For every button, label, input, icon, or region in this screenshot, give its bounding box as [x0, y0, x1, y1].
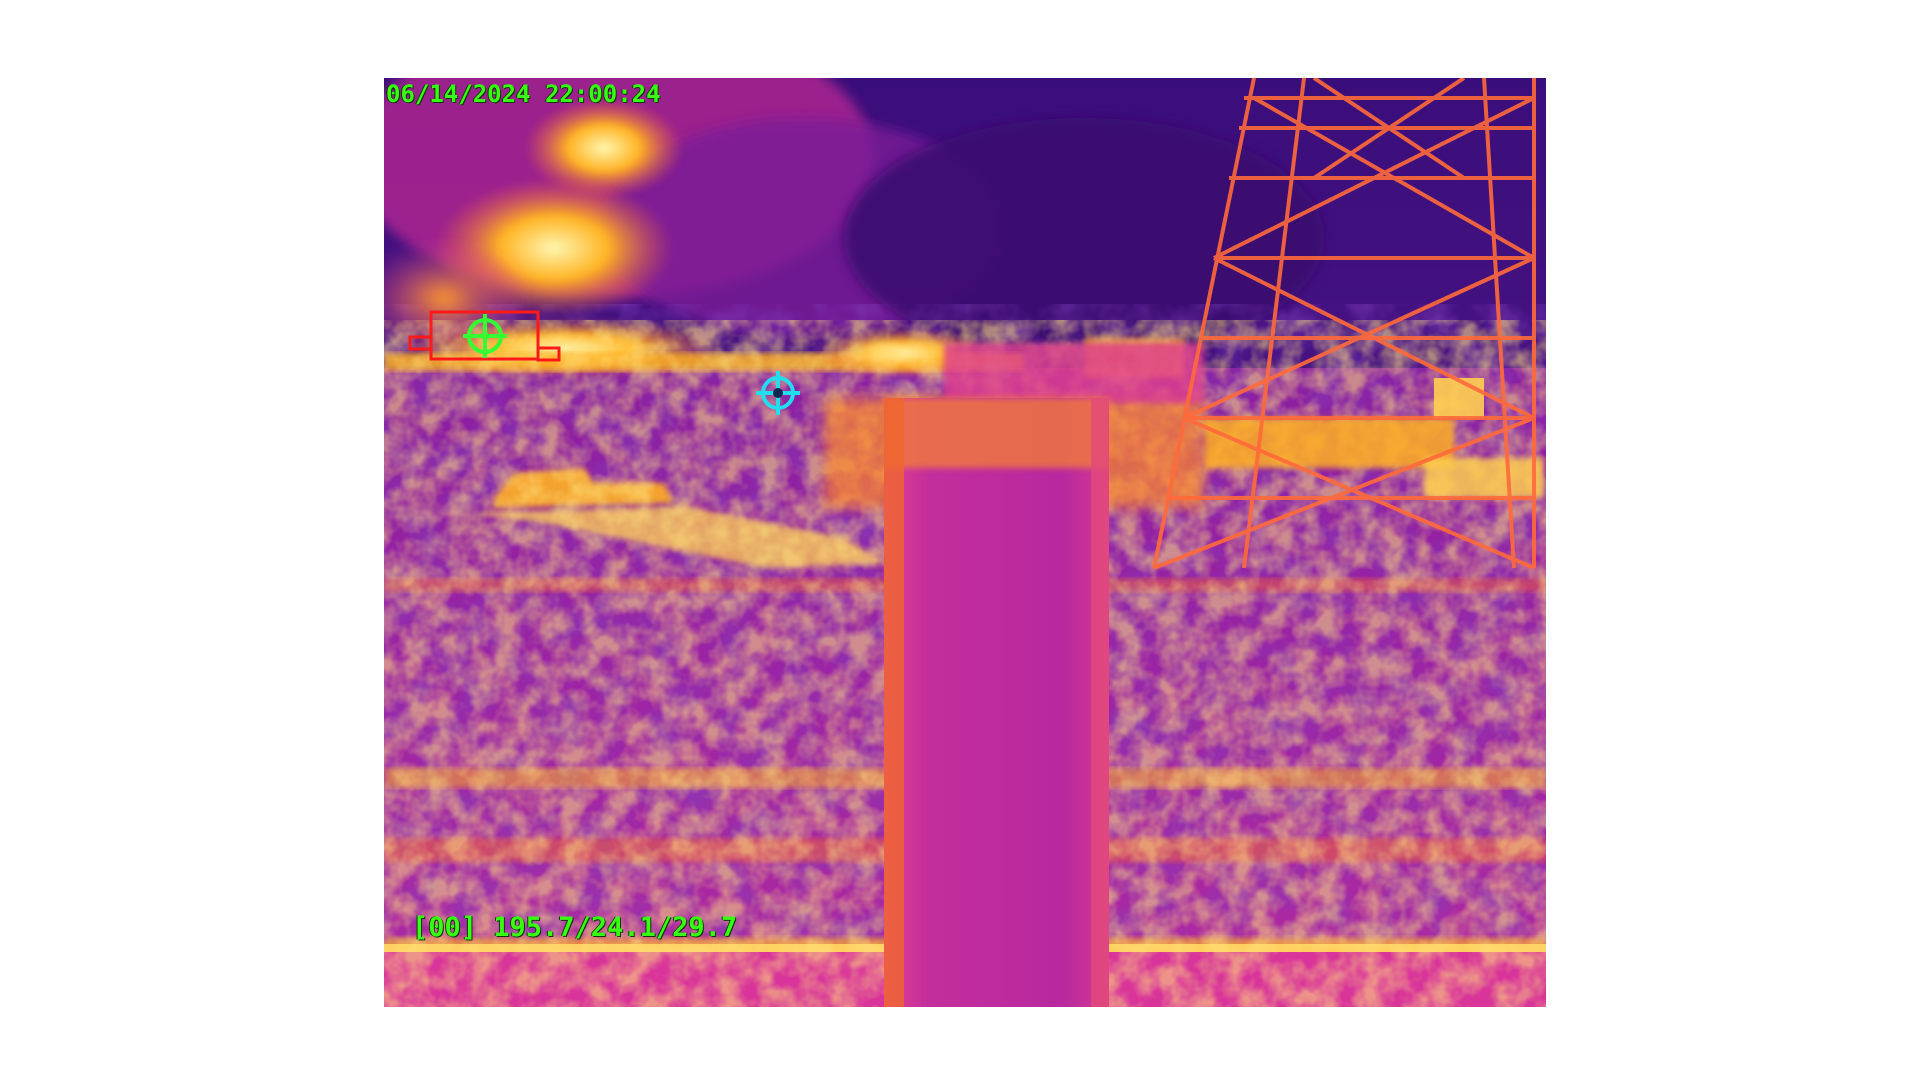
- thermal-scene: [384, 78, 1546, 1007]
- telemetry-readout: [00] 195.7/24.1/29.7: [412, 912, 737, 943]
- timestamp-overlay: 06/14/2024 22:00:24: [386, 80, 661, 108]
- thermal-camera-frame: 06/14/2024 22:00:24 [00] 195.7/24.1/29.7: [384, 78, 1546, 1007]
